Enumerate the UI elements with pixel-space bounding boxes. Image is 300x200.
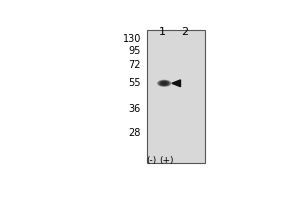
- Text: 2: 2: [182, 27, 189, 37]
- Text: (-): (-): [146, 156, 157, 165]
- Text: 95: 95: [129, 46, 141, 56]
- Ellipse shape: [158, 80, 171, 86]
- Ellipse shape: [160, 81, 169, 85]
- Text: 28: 28: [129, 128, 141, 138]
- Text: 1: 1: [158, 27, 165, 37]
- Text: (+): (+): [159, 156, 174, 165]
- Text: 55: 55: [128, 78, 141, 88]
- Polygon shape: [172, 80, 181, 87]
- Text: 130: 130: [123, 34, 141, 44]
- Ellipse shape: [162, 82, 167, 84]
- Text: 72: 72: [128, 60, 141, 70]
- Bar: [147, 30, 205, 163]
- Text: 36: 36: [129, 104, 141, 114]
